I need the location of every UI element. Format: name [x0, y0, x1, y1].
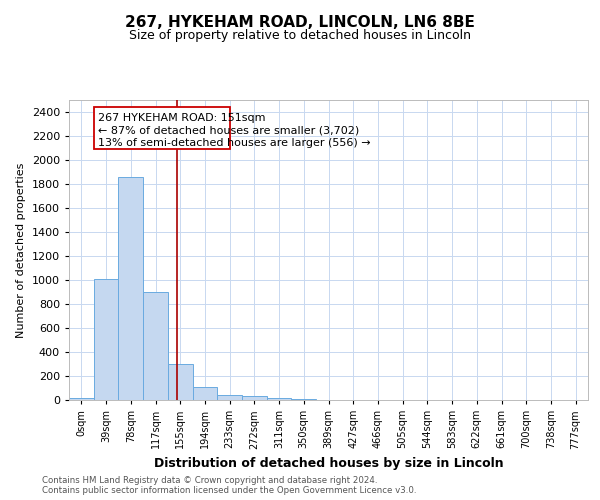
Bar [94, 280, 118, 400]
Bar [292, 398, 316, 400]
Bar [193, 388, 217, 400]
Bar [69, 398, 94, 400]
Bar [168, 364, 193, 400]
Text: ← 87% of detached houses are smaller (3,702): ← 87% of detached houses are smaller (3,… [98, 126, 359, 136]
Text: Contains HM Land Registry data © Crown copyright and database right 2024.: Contains HM Land Registry data © Crown c… [42, 476, 377, 485]
Text: 267 HYKEHAM ROAD: 151sqm: 267 HYKEHAM ROAD: 151sqm [98, 112, 266, 122]
Text: Contains public sector information licensed under the Open Government Licence v3: Contains public sector information licen… [42, 486, 416, 495]
Y-axis label: Number of detached properties: Number of detached properties [16, 162, 26, 338]
Bar [118, 177, 143, 400]
Bar [242, 396, 267, 400]
X-axis label: Distribution of detached houses by size in Lincoln: Distribution of detached houses by size … [154, 457, 503, 470]
Text: 267, HYKEHAM ROAD, LINCOLN, LN6 8BE: 267, HYKEHAM ROAD, LINCOLN, LN6 8BE [125, 15, 475, 30]
Bar [217, 394, 242, 400]
Bar [267, 398, 292, 400]
Bar [143, 292, 168, 400]
Bar [94, 107, 230, 149]
Text: Size of property relative to detached houses in Lincoln: Size of property relative to detached ho… [129, 29, 471, 42]
Text: 13% of semi-detached houses are larger (556) →: 13% of semi-detached houses are larger (… [98, 138, 371, 148]
